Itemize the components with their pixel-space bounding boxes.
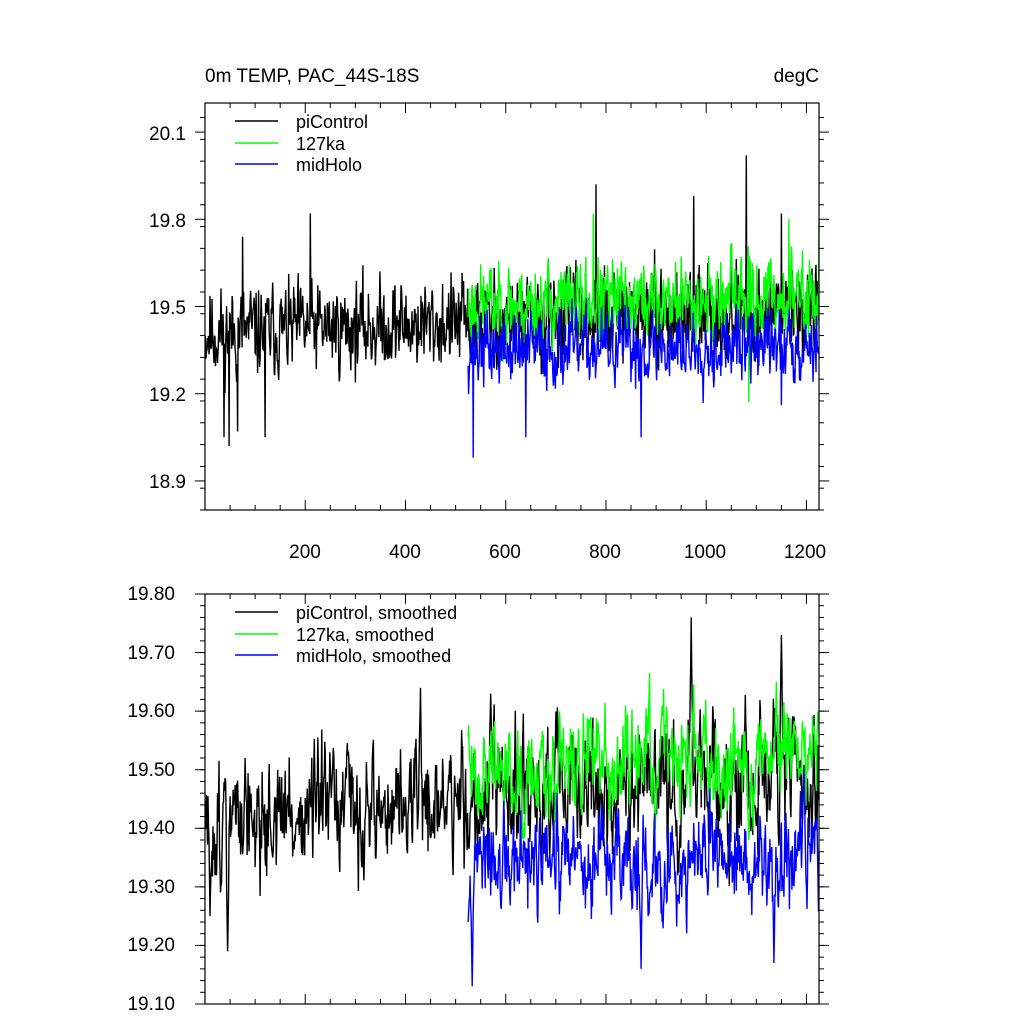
top-chart-units: degC xyxy=(774,66,819,87)
top-x-tick-label: 800 xyxy=(589,542,621,563)
top-x-tick-label: 600 xyxy=(489,542,521,563)
legend-label-midholo-smoothed: midHolo, smoothed xyxy=(296,646,451,666)
top-x-tick-label: 200 xyxy=(289,542,321,563)
bottom-y-tick-label: 19.20 xyxy=(127,935,175,956)
top-y-tick-label: 19.5 xyxy=(149,298,186,319)
bottom-legend: piControl, smoothed 127ka, smoothed midH… xyxy=(235,603,457,666)
legend-label-picontrol-smoothed: piControl, smoothed xyxy=(296,603,457,623)
top-plot-lines xyxy=(204,155,820,458)
legend-label-midholo: midHolo xyxy=(296,155,362,175)
legend-label-picontrol: piControl xyxy=(296,112,368,132)
top-chart-title: 0m TEMP, PAC_44S-18S xyxy=(205,66,419,87)
top-x-tick-label: 400 xyxy=(389,542,421,563)
top-y-tick-label: 19.2 xyxy=(149,385,186,406)
bottom-plot-frame xyxy=(204,593,820,1005)
legend-label-127ka-smoothed: 127ka, smoothed xyxy=(296,625,434,645)
top-y-tick-labels: 18.9 19.2 19.5 19.8 20.1 xyxy=(149,124,186,493)
bottom-y-tick-label: 19.10 xyxy=(127,994,175,1015)
top-legend: piControl 127ka midHolo xyxy=(235,112,368,175)
series-line-picontrol xyxy=(204,155,820,447)
bottom-panel: 19.10 19.20 19.30 19.40 19.50 19.60 19.7… xyxy=(127,584,829,1015)
top-y-tick-label: 19.8 xyxy=(149,211,186,232)
series-line-midholo-smoothed xyxy=(467,769,820,987)
top-y-tick-label: 20.1 xyxy=(149,124,186,145)
top-panel: 0m TEMP, PAC_44S-18S degC 18.9 19.2 19.5… xyxy=(149,66,829,563)
bottom-y-tick-label: 19.40 xyxy=(127,818,175,839)
series-line-picontrol-smoothed xyxy=(204,617,820,952)
bottom-y-tick-label: 19.70 xyxy=(127,643,175,664)
bottom-y-tick-label: 19.50 xyxy=(127,760,175,781)
bottom-plot-lines xyxy=(204,617,820,987)
top-x-tick-label: 1200 xyxy=(784,542,826,563)
top-y-tick-label: 18.9 xyxy=(149,472,186,493)
top-ticks xyxy=(195,103,829,511)
top-x-tick-label: 1000 xyxy=(684,542,726,563)
bottom-y-tick-label: 19.80 xyxy=(127,584,175,605)
legend-label-127ka: 127ka xyxy=(296,134,346,154)
bottom-y-tick-label: 19.30 xyxy=(127,877,175,898)
series-line-127ka xyxy=(467,213,820,403)
top-x-tick-labels: 200 400 600 800 1000 1200 xyxy=(289,542,826,563)
bottom-y-tick-label: 19.60 xyxy=(127,701,175,722)
series-line-midholo xyxy=(467,298,820,458)
series-line-127ka-smoothed xyxy=(467,673,820,841)
bottom-ticks xyxy=(195,593,829,1005)
bottom-y-tick-labels: 19.10 19.20 19.30 19.40 19.50 19.60 19.7… xyxy=(127,584,175,1015)
